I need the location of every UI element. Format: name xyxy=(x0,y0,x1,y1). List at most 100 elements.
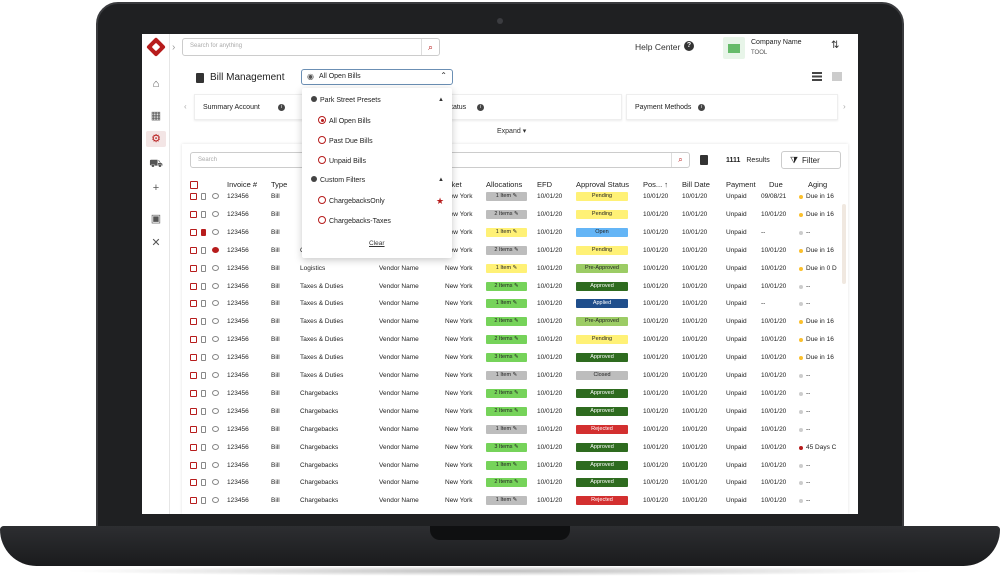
comment-icon[interactable] xyxy=(212,246,219,253)
allocation-badge[interactable]: 1 Item ✎ xyxy=(486,263,527,273)
home-icon[interactable]: ⌂ xyxy=(152,78,160,90)
comment-icon[interactable] xyxy=(212,425,219,432)
row-checkbox[interactable] xyxy=(190,425,197,433)
comment-icon[interactable] xyxy=(212,354,219,361)
cards-prev-icon[interactable]: ‹ xyxy=(184,102,187,111)
comment-icon[interactable] xyxy=(212,461,219,468)
search-icon[interactable]: ⌕ xyxy=(671,153,689,167)
table-row[interactable]: 123456 Bill Taxes & Duties Vendor Name New Y… xyxy=(182,331,842,349)
cell-invoice[interactable]: 123456 xyxy=(227,228,249,236)
allocation-badge[interactable]: 1 Item ✎ xyxy=(486,299,527,309)
row-checkbox[interactable] xyxy=(190,210,197,218)
cell-invoice[interactable]: 123456 xyxy=(227,407,249,415)
row-checkbox[interactable] xyxy=(190,479,197,487)
expand-button[interactable]: Expand ▾ xyxy=(497,127,526,135)
sidebar-toggle-icon[interactable]: › xyxy=(172,42,176,53)
document-icon[interactable] xyxy=(201,425,206,433)
document-icon[interactable] xyxy=(201,264,206,272)
cell-invoice[interactable]: 123456 xyxy=(227,318,249,326)
table-row[interactable]: 123456 Bill New York 1 Item ✎ 10/01/20 Open 10… xyxy=(182,224,842,242)
table-row[interactable]: 123456 Bill Taxes & Duties Vendor Name New Y… xyxy=(182,367,842,385)
cell-invoice[interactable]: 123456 xyxy=(227,336,249,344)
table-row[interactable]: 123456 Bill New York 1 Item ✎ 10/01/20 Pendin… xyxy=(182,188,842,206)
truck-icon[interactable]: ⛟ xyxy=(149,158,163,170)
document-icon[interactable] xyxy=(201,407,206,415)
table-row[interactable]: 123456 Bill Taxes & Duties Vendor Name New Y… xyxy=(182,295,842,313)
col-payment[interactable]: Payment xyxy=(726,180,756,189)
cell-invoice[interactable]: 123456 xyxy=(227,210,249,218)
scrollbar[interactable] xyxy=(842,204,846,284)
info-icon[interactable]: i xyxy=(477,104,484,111)
company-name[interactable]: Company Name xyxy=(751,39,802,46)
row-checkbox[interactable] xyxy=(190,407,197,415)
document-icon[interactable] xyxy=(201,443,206,451)
option-all-open-bills[interactable]: All Open Bills xyxy=(318,116,371,125)
cell-invoice[interactable]: 123456 xyxy=(227,443,249,451)
cell-invoice[interactable]: 123456 xyxy=(227,497,249,505)
allocation-badge[interactable]: 3 Items ✎ xyxy=(486,442,527,452)
option-chargebacks-taxes[interactable]: Chargebacks-Taxes xyxy=(318,216,391,225)
allocation-badge[interactable]: 2 Items ✎ xyxy=(486,406,527,416)
document-icon[interactable] xyxy=(201,497,206,505)
cards-next-icon[interactable]: › xyxy=(843,102,846,111)
collapse-up-icon[interactable]: ▲ xyxy=(438,97,444,103)
cell-invoice[interactable]: 123456 xyxy=(227,425,249,433)
comment-icon[interactable] xyxy=(212,336,219,343)
row-checkbox[interactable] xyxy=(190,461,197,469)
row-checkbox[interactable] xyxy=(190,264,197,272)
row-checkbox[interactable] xyxy=(190,497,197,505)
cell-invoice[interactable]: 123456 xyxy=(227,300,249,308)
select-all-checkbox[interactable] xyxy=(190,181,198,189)
option-past-due-bills[interactable]: Past Due Bills xyxy=(318,136,373,145)
row-checkbox[interactable] xyxy=(190,318,197,326)
comment-icon[interactable] xyxy=(212,193,219,199)
preset-group-header[interactable]: Park Street Presets xyxy=(311,96,381,104)
col-market[interactable]: arket xyxy=(445,180,462,189)
table-row[interactable]: 123456 Bill Taxes & Duties Vendor Name New Y… xyxy=(182,349,842,367)
table-row[interactable]: 123456 Bill Taxes & Duties Vendor Name New Y… xyxy=(182,313,842,331)
allocation-badge[interactable]: 2 Items ✎ xyxy=(486,388,527,398)
allocation-badge[interactable]: 2 Items ✎ xyxy=(486,209,527,219)
document-icon[interactable] xyxy=(201,282,206,290)
col-invoice[interactable]: Invoice # xyxy=(227,180,258,189)
custom-group-header[interactable]: Custom Filters xyxy=(311,176,365,184)
search-icon[interactable]: ⌕ xyxy=(421,39,439,55)
view-selector[interactable]: ◉ All Open Bills ⌃ xyxy=(301,69,453,85)
allocation-badge[interactable]: 1 Item ✎ xyxy=(486,371,527,380)
help-icon[interactable]: ? xyxy=(684,41,694,51)
allocation-badge[interactable]: 1 Item ✎ xyxy=(486,192,527,201)
cell-invoice[interactable]: 123456 xyxy=(227,264,249,272)
building-icon[interactable]: ▦ xyxy=(150,110,162,122)
document-icon[interactable] xyxy=(201,318,206,326)
document-icon[interactable] xyxy=(201,336,206,344)
comment-icon[interactable] xyxy=(212,282,219,289)
allocation-badge[interactable]: 1 Item ✎ xyxy=(486,496,527,506)
cell-invoice[interactable]: 123456 xyxy=(227,389,249,397)
row-checkbox[interactable] xyxy=(190,354,197,362)
option-chargebacks-only[interactable]: ChargebacksOnly xyxy=(318,196,385,205)
row-checkbox[interactable] xyxy=(190,228,197,236)
table-row[interactable]: 123456 Bill Logistics Vendor Name New York 1 … xyxy=(182,260,842,278)
comment-icon[interactable] xyxy=(212,228,219,235)
comment-icon[interactable] xyxy=(212,443,219,450)
row-checkbox[interactable] xyxy=(190,443,197,451)
allocation-badge[interactable]: 2 Items ✎ xyxy=(486,281,527,291)
allocation-badge[interactable]: 1 Item ✎ xyxy=(486,424,527,434)
cell-invoice[interactable]: 123456 xyxy=(227,354,249,362)
allocation-badge[interactable]: 2 Items ✎ xyxy=(486,335,527,345)
col-bill-date[interactable]: Bill Date xyxy=(682,180,710,189)
comment-icon[interactable] xyxy=(212,372,219,378)
document-icon[interactable] xyxy=(201,354,206,362)
allocation-badge[interactable]: 2 Items ✎ xyxy=(486,317,527,327)
star-icon[interactable]: ★ xyxy=(436,196,445,206)
allocation-badge[interactable]: 1 Item ✎ xyxy=(486,227,527,237)
comment-icon[interactable] xyxy=(212,210,219,217)
